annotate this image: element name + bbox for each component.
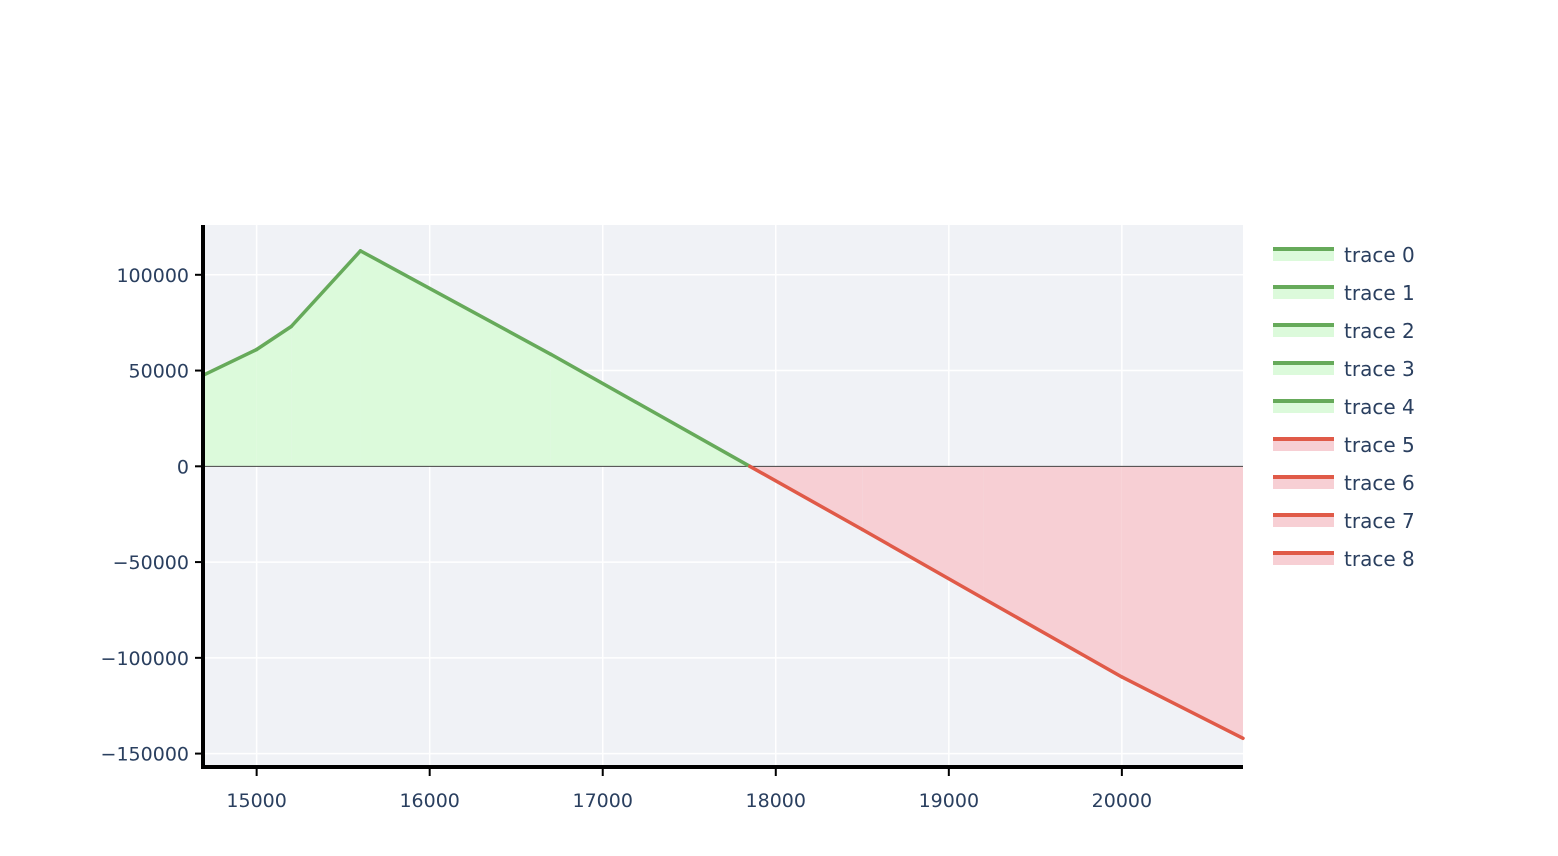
series-lines — [201, 249, 1245, 741]
series-line-5 — [748, 464, 865, 532]
legend-swatch-fill — [1273, 477, 1334, 489]
legend-label: trace 1 — [1344, 281, 1415, 305]
legend-label: trace 7 — [1344, 509, 1415, 533]
legend-item-7[interactable]: trace 7 — [1273, 509, 1415, 533]
legend-item-4[interactable]: trace 4 — [1273, 395, 1415, 419]
legend-item-3[interactable]: trace 3 — [1273, 357, 1415, 381]
legend-swatch-fill — [1273, 287, 1334, 299]
legend-label: trace 4 — [1344, 395, 1415, 419]
series-fill-7 — [983, 466, 1122, 677]
legend-swatch-fill — [1273, 401, 1334, 413]
legend[interactable]: trace 0 trace 1 trace 2 trace 3 trace 4 trace… — [1273, 243, 1415, 571]
series-line-0 — [201, 347, 259, 378]
series-line-8 — [1120, 675, 1245, 741]
x-tick-label: 16000 — [399, 790, 459, 812]
axes — [195, 225, 1243, 776]
legend-label: trace 6 — [1344, 471, 1415, 495]
legend-label: trace 3 — [1344, 357, 1415, 381]
series-fill-3 — [360, 250, 551, 467]
y-tick-label: 0 — [177, 456, 189, 478]
y-tick-label: 50000 — [129, 361, 189, 383]
legend-label: trace 2 — [1344, 319, 1415, 343]
series-fill-1 — [256, 326, 292, 467]
series-fill-8 — [1121, 466, 1243, 739]
series-line-7 — [981, 596, 1124, 679]
legend-label: trace 8 — [1344, 547, 1415, 571]
legend-swatch-fill — [1273, 249, 1334, 261]
series-line-1 — [254, 324, 294, 352]
y-tick-label: −50000 — [113, 552, 189, 574]
series-fill-6 — [862, 466, 984, 599]
legend-swatch-fill — [1273, 325, 1334, 337]
series-line-4 — [549, 352, 752, 469]
series-fill-2 — [291, 250, 361, 467]
series-line-3 — [358, 249, 553, 357]
x-tick-label: 20000 — [1092, 790, 1152, 812]
legend-item-6[interactable]: trace 6 — [1273, 471, 1415, 495]
legend-swatch-fill — [1273, 363, 1334, 375]
legend-item-0[interactable]: trace 0 — [1273, 243, 1415, 267]
series-line-2 — [289, 249, 363, 329]
series-fill-0 — [203, 349, 257, 467]
x-tick-label: 19000 — [919, 790, 979, 812]
legend-item-1[interactable]: trace 1 — [1273, 281, 1415, 305]
legend-label: trace 0 — [1344, 243, 1415, 267]
y-tick-label: 100000 — [116, 265, 189, 287]
series-line-6 — [860, 527, 986, 601]
y-tick-label: −150000 — [101, 744, 189, 766]
tick-labels: 100000 50000 0 −50000 −100000 −150000 15000 160… — [101, 265, 1153, 812]
y-tick-label: −100000 — [101, 648, 189, 670]
x-tick-label: 17000 — [573, 790, 633, 812]
legend-label: trace 5 — [1344, 433, 1415, 457]
x-tick-label: 18000 — [746, 790, 806, 812]
legend-swatch-fill — [1273, 439, 1334, 451]
legend-swatch-fill — [1273, 515, 1334, 527]
x-tick-label: 15000 — [226, 790, 286, 812]
legend-item-2[interactable]: trace 2 — [1273, 319, 1415, 343]
legend-item-8[interactable]: trace 8 — [1273, 547, 1415, 571]
legend-swatch-fill — [1273, 553, 1334, 565]
legend-item-5[interactable]: trace 5 — [1273, 433, 1415, 457]
